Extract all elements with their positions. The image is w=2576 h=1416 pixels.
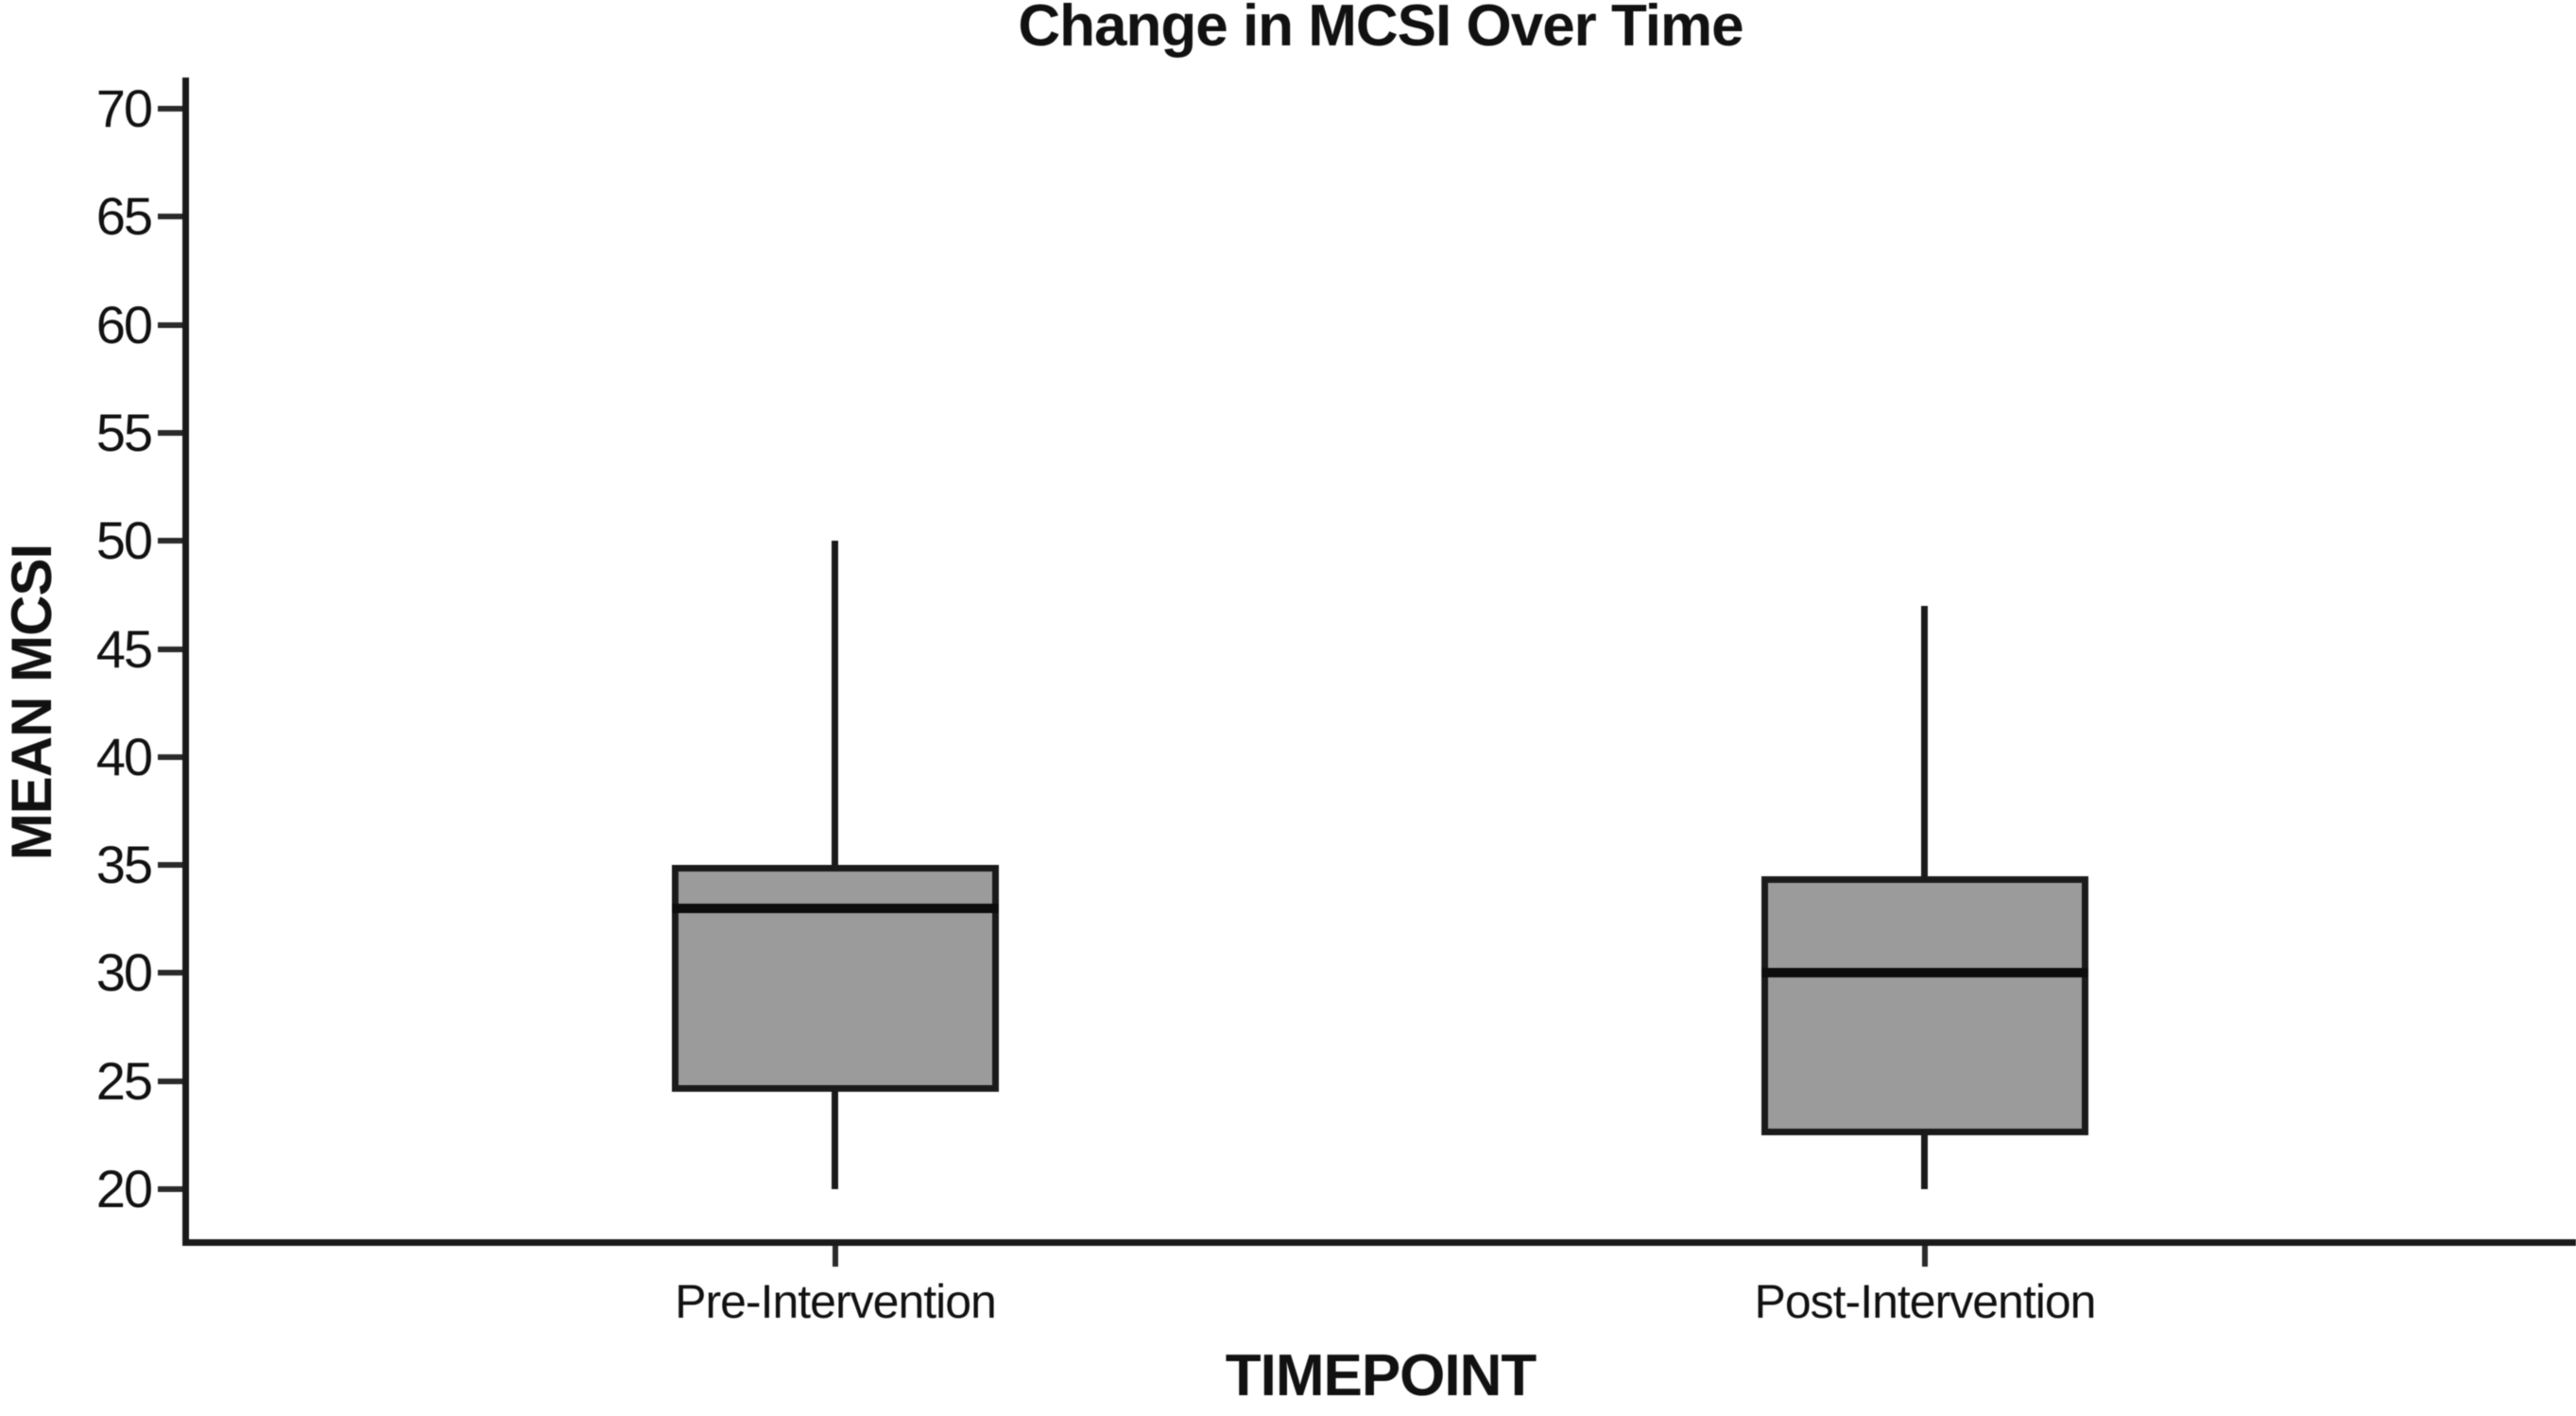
x-category-label: Post-Intervention [1754,1275,2097,1328]
x-axis-title: TIMEPOINT [1225,1343,1537,1408]
upper-whisker [832,541,838,865]
y-axis-tick-label: 25 [95,1051,153,1111]
y-axis-tick-label: 40 [95,727,153,786]
y-axis-tick-label: 20 [95,1159,153,1218]
y-axis-tick [158,106,182,112]
y-axis-tick [158,430,182,436]
x-category-label: Pre-Intervention [675,1275,997,1328]
y-axis-tick [158,970,182,976]
y-axis-tick [158,538,182,544]
median-line [672,904,999,913]
x-axis-tick [833,1246,838,1267]
y-axis-tick-label: 45 [95,619,153,679]
y-axis-tick [158,322,182,328]
lower-whisker [832,1092,838,1189]
iqr-box [1761,876,2088,1135]
iqr-box [672,865,999,1092]
y-axis-tick [158,1079,182,1084]
y-axis-title: MEAN MCSI [0,544,63,861]
y-axis-tick [158,647,182,652]
y-axis-tick [158,1186,182,1192]
upper-whisker [1921,606,1928,876]
lower-whisker [1921,1135,1928,1189]
median-line [1761,968,2088,977]
y-axis-tick-label: 30 [95,942,153,1002]
y-axis-tick [158,862,182,868]
chart-title: Change in MCSI Over Time [1018,0,1743,59]
x-axis-tick [1922,1246,1928,1267]
y-axis-tick [158,214,182,219]
y-axis-tick-label: 60 [95,295,153,354]
y-axis-tick-label: 35 [95,835,153,894]
y-axis-tick-label: 55 [95,403,153,462]
y-axis-tick-label: 50 [95,510,153,570]
y-axis-tick-label: 70 [95,78,153,138]
y-axis-tick [158,754,182,760]
y-axis-line [182,78,189,1246]
x-axis-line [182,1239,2576,1246]
y-axis-tick-label: 65 [95,186,153,246]
